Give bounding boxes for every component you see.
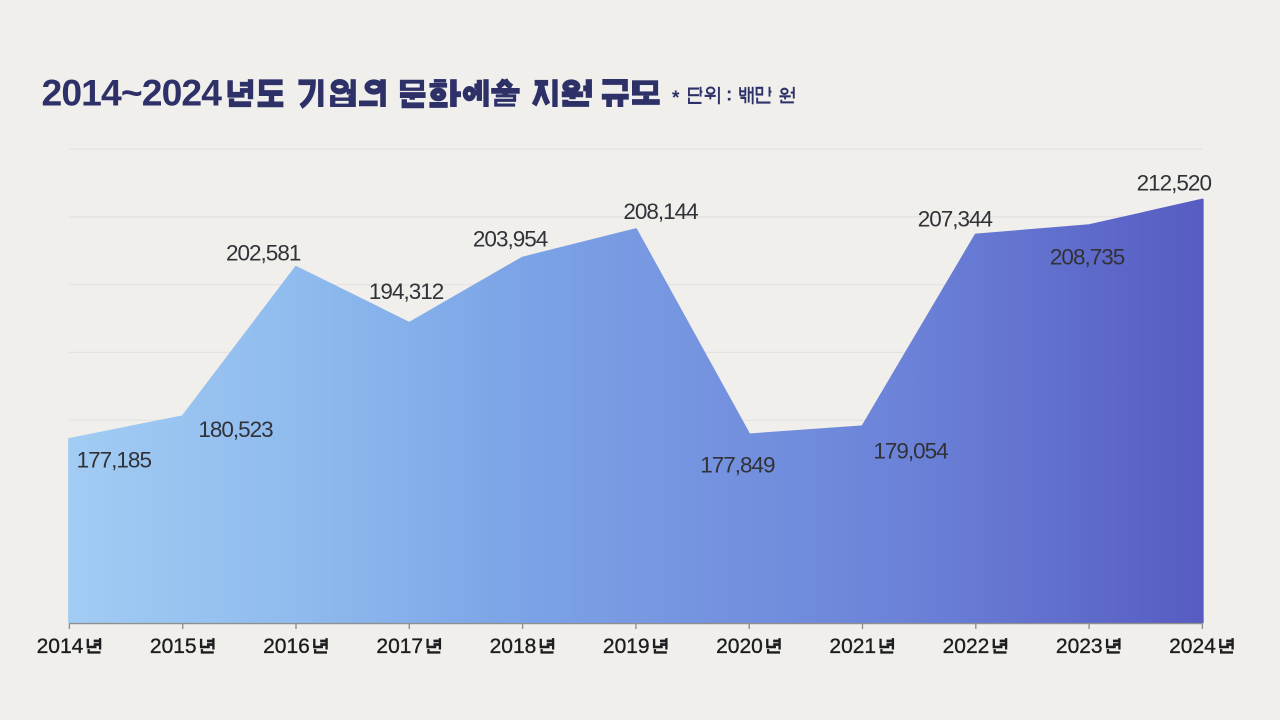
svg-text:*: *: [672, 88, 680, 109]
svg-text::: :: [726, 85, 732, 106]
svg-text:2014: 2014: [37, 635, 84, 658]
svg-text:194,312: 194,312: [369, 279, 444, 304]
svg-text:202,581: 202,581: [226, 240, 301, 265]
svg-text:2020: 2020: [716, 635, 763, 658]
svg-text:2016: 2016: [263, 635, 310, 658]
svg-text:208,735: 208,735: [1050, 244, 1125, 269]
svg-text:207,344: 207,344: [918, 206, 993, 231]
svg-text:212,520: 212,520: [1137, 171, 1212, 196]
svg-text:177,185: 177,185: [77, 448, 152, 473]
svg-text:2014~2024: 2014~2024: [42, 71, 223, 113]
svg-text:179,054: 179,054: [873, 439, 948, 464]
svg-text:208,144: 208,144: [623, 199, 698, 224]
svg-text:2015: 2015: [150, 635, 197, 658]
svg-text:2019: 2019: [603, 635, 650, 658]
svg-text:2018: 2018: [490, 635, 537, 658]
svg-text:2021: 2021: [829, 635, 876, 658]
svg-text:177,849: 177,849: [700, 452, 775, 477]
svg-text:2023: 2023: [1056, 635, 1103, 658]
svg-text:2017: 2017: [376, 635, 423, 658]
svg-text:180,523: 180,523: [198, 417, 273, 442]
svg-text:2022: 2022: [943, 635, 990, 658]
svg-text:203,954: 203,954: [473, 226, 548, 251]
svg-text:2024: 2024: [1169, 635, 1216, 658]
